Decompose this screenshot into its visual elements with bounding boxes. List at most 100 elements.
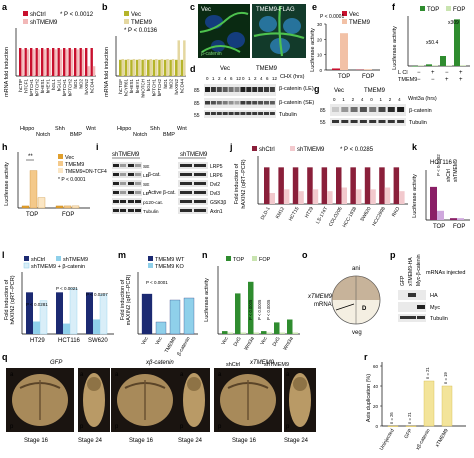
blot-strip xyxy=(112,162,142,169)
panel-o-letter: o xyxy=(302,250,308,260)
y-tick-label: 40 xyxy=(373,384,379,389)
panel-d-row-2: β-catenin (SE) xyxy=(279,100,314,106)
y-tick-label: 0 xyxy=(319,68,322,73)
panel-m-ylabel-2: mAXIN2 (qRT–PCR) xyxy=(126,275,132,326)
x-tick-label: Vec xyxy=(259,336,269,347)
panel-k: k HCT116 Luciferase activity P < 0.0002 … xyxy=(412,142,470,230)
panel-p: p GFP xTMEM9-HA Myc-β-catenin mRNAs inje… xyxy=(390,250,465,322)
blot-band xyxy=(387,107,395,112)
x-tick-label: LS-174T xyxy=(315,206,329,225)
blot-band xyxy=(194,173,206,176)
blot-band xyxy=(234,101,240,105)
blot-band xyxy=(341,107,349,112)
panel-h-cat-fop: FOP xyxy=(62,212,74,218)
panel-o-dorsal: D xyxy=(362,306,367,312)
blot-band xyxy=(240,87,246,92)
panel-n-group-1: shCtrl xyxy=(226,362,240,368)
blot-row-label: LRP5 xyxy=(210,164,223,170)
y-tick-label: 20 xyxy=(373,404,379,409)
panel-o-ani: ani xyxy=(352,266,360,272)
bar-tmem9 xyxy=(160,58,164,76)
blot-band xyxy=(332,107,339,112)
bar-shtmem9 xyxy=(81,49,85,76)
bar-vec xyxy=(147,59,150,76)
blot-band xyxy=(120,164,126,167)
time-label: 0 xyxy=(370,97,373,102)
bar-shctrl xyxy=(41,48,44,76)
x-tick-label: hID2 xyxy=(168,79,173,89)
x-tick-label: hPTCH2 xyxy=(157,79,162,97)
bar-top xyxy=(21,205,30,209)
bar-fop xyxy=(55,205,64,209)
blot-band xyxy=(205,87,210,92)
legend-swatch-shctrl xyxy=(252,146,257,151)
panel-c: c Vec β-catenin TMEM9-FLAG xyxy=(190,2,306,58)
bar-shtmem9 xyxy=(43,49,46,76)
panel-h-letter: h xyxy=(2,142,8,152)
panel-n-pvalue: P < 0.0005 xyxy=(266,299,271,320)
blot-band xyxy=(120,182,126,185)
panel-i-head-2: shTMEM9 xyxy=(180,152,208,158)
blot-row-label: p120-cat. xyxy=(143,200,163,206)
panel-a-ylabel: mRNA fold induction xyxy=(4,47,10,97)
bar-top xyxy=(29,170,38,209)
bar-tmem9 xyxy=(155,58,158,76)
legend-swatch-shctrl xyxy=(23,11,28,16)
bar-shtmem9 xyxy=(26,49,30,76)
embryo-head xyxy=(187,377,201,391)
bar-shtmem9 xyxy=(63,323,70,334)
panel-e-ticks: 0 10 20 30 xyxy=(317,22,326,73)
x-tick-label: hTCF1 xyxy=(24,79,29,93)
blot-strip xyxy=(178,162,208,169)
bar-shtmem9 xyxy=(457,218,464,220)
blot-band xyxy=(269,112,275,115)
bar-fop xyxy=(227,332,233,334)
time-label: 1 xyxy=(212,76,215,81)
bar-shctrl xyxy=(46,48,49,76)
panel-o-mrna: xTMEM9 xyxy=(307,294,333,300)
panel-f-row-licl: L Cl xyxy=(398,70,408,76)
x-tick-label: hAXIN2 xyxy=(84,79,89,95)
bar-shctrl xyxy=(63,48,66,76)
blot-band xyxy=(258,87,264,92)
panel-l-p-1: P < 0.0281 xyxy=(26,302,48,307)
bar-axis-dup xyxy=(387,425,399,427)
legend-swatch-tmem9 xyxy=(342,19,347,24)
blot-row-label: SE xyxy=(143,164,149,170)
legend-swatch-fop xyxy=(446,6,451,11)
time-label: 6 xyxy=(230,76,233,81)
bar-vec xyxy=(163,59,167,76)
orientation-mark: a xyxy=(180,372,184,378)
bar-shtmem9 xyxy=(59,49,63,76)
bar-fop xyxy=(279,332,285,334)
blot-band xyxy=(378,107,386,112)
bar-shtmem9 xyxy=(21,49,24,76)
stage-label: Stage 16 xyxy=(24,438,49,444)
time-label: 2 xyxy=(352,97,355,102)
bar-shctrl xyxy=(68,48,71,76)
blot-band xyxy=(210,101,216,105)
blot-band xyxy=(210,87,216,92)
legend-swatch-ko xyxy=(148,263,153,268)
panel-e-cat-fop: FOP xyxy=(362,74,374,80)
panel-j-pvalue: * P < 0.0285 xyxy=(340,147,374,153)
x-tick-label: hCD44 xyxy=(90,79,95,94)
panel-e-legend-2: TMEM9 xyxy=(349,20,371,26)
blot-band xyxy=(180,209,192,212)
panel-b-legend-2: TMEM9 xyxy=(131,20,153,26)
bar-fop xyxy=(292,332,298,334)
bar-m xyxy=(155,321,167,335)
panel-e-bars xyxy=(332,33,372,70)
blot-band xyxy=(397,120,405,123)
blot-band xyxy=(205,112,210,115)
bar-shctrl xyxy=(321,167,328,204)
bar-tmem9 xyxy=(127,58,130,76)
legend-swatch-vec xyxy=(342,11,347,16)
panel-p-row-3: Tubulin xyxy=(430,316,448,322)
panel-g-letter: g xyxy=(314,84,320,94)
bar-top xyxy=(248,281,254,334)
x-tick-label: HT29 xyxy=(304,206,315,219)
bar-fop xyxy=(418,65,424,66)
blot-band xyxy=(234,112,240,115)
blot-band xyxy=(408,293,416,297)
